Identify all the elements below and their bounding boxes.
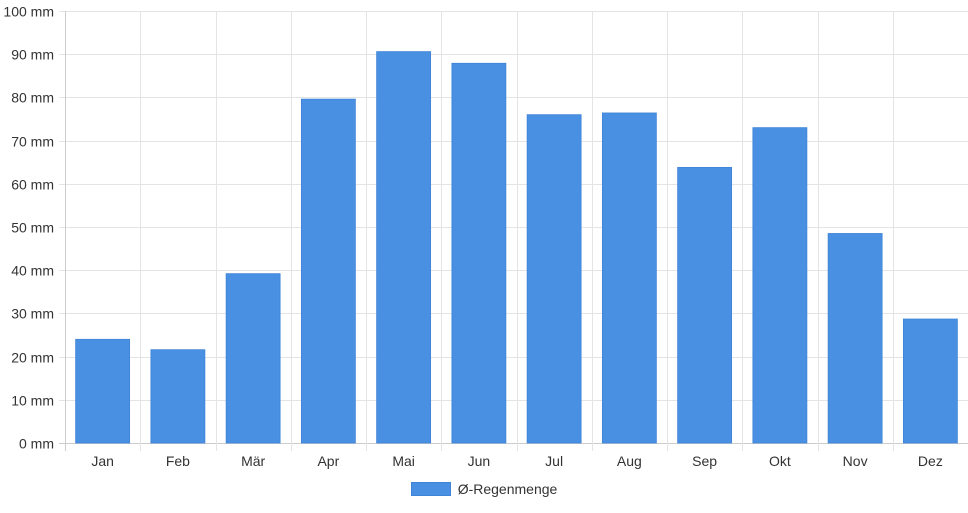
bar [902,318,958,444]
x-tick-label: Dez [918,453,943,469]
legend-label: Ø-Regenmenge [457,481,558,497]
y-tick-label: 30 mm [11,306,54,322]
bar [677,166,733,444]
y-tick-label: 100 mm [3,4,54,20]
bar [225,273,281,444]
legend-swatch [410,482,451,496]
x-tick-label: Apr [317,453,339,469]
labels-layer: 0 mm 10 mm 20 mm 30 mm 40 mm 50 mm 60 mm 70 mm 8… [3,4,942,470]
x-tick-label: Nov [843,453,868,469]
chart-legend[interactable]: Ø-Regenmenge [0,481,968,497]
y-tick-label: 70 mm [11,134,54,150]
bar [376,51,432,444]
y-tick-label: 80 mm [11,90,54,106]
bar [150,349,206,444]
bar [827,233,883,444]
x-tick-label: Mär [241,453,265,469]
y-tick-label: 20 mm [11,350,54,366]
bar [451,62,507,444]
grid-layer [59,11,968,451]
x-tick-label: Feb [166,453,190,469]
x-tick-label: Okt [769,453,791,469]
x-tick-label: Mai [392,453,415,469]
y-tick-label: 10 mm [11,393,54,409]
bar [300,98,356,444]
bar [526,114,582,444]
y-tick-label: 0 mm [19,436,54,452]
y-tick-label: 40 mm [11,263,54,279]
bar [601,112,657,444]
y-tick-label: 50 mm [11,220,54,236]
y-tick-label: 90 mm [11,47,54,63]
x-tick-label: Jun [468,453,491,469]
bars-layer [75,51,958,444]
y-tick-label: 60 mm [11,177,54,193]
x-tick-label: Jul [545,453,563,469]
x-tick-label: Aug [617,453,642,469]
bar [752,127,808,444]
bar [75,338,131,444]
x-tick-label: Sep [692,453,717,469]
x-tick-label: Jan [91,453,114,469]
